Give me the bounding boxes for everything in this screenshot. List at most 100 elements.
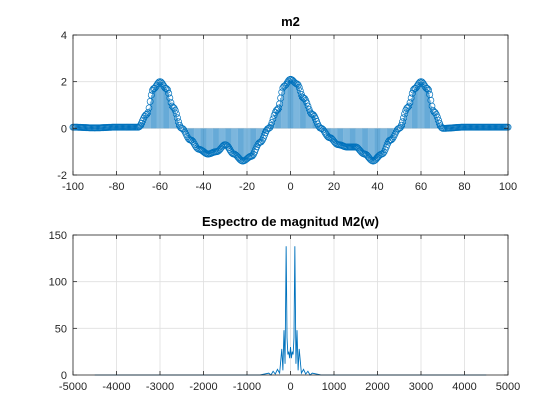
x-tick-label: -1000	[233, 381, 261, 393]
stem-marker	[268, 119, 276, 127]
stem-marker	[158, 79, 166, 87]
stem-marker	[413, 83, 421, 91]
stem-marker	[247, 152, 255, 160]
stem-marker	[296, 87, 304, 95]
stem-marker	[430, 108, 438, 116]
stem-marker	[272, 106, 280, 114]
stem-marker	[146, 98, 154, 105]
stem-marker	[147, 91, 155, 99]
stem-marker	[309, 111, 317, 119]
stem-markers	[69, 75, 512, 165]
stem-marker	[318, 125, 326, 133]
x-tick-label: 60	[415, 181, 427, 193]
x-tick-label: 40	[371, 181, 383, 193]
stem-marker	[257, 138, 265, 146]
stem-marker	[190, 139, 198, 147]
grid-lines	[72, 234, 509, 376]
y-tick-label: 2	[61, 77, 67, 89]
x-tick-label: -40	[196, 181, 212, 193]
x-tick-label: -80	[109, 181, 125, 193]
x-tick-label: 0	[287, 181, 293, 193]
stem-marker	[284, 77, 292, 85]
x-tick-label: -3000	[146, 381, 174, 393]
stem-marker	[163, 85, 170, 93]
stem-marker	[400, 114, 408, 122]
y-tick-label: 150	[49, 230, 67, 242]
x-tick-label: -2000	[189, 381, 217, 393]
y-tick-labels: 0 50 100 150	[49, 230, 67, 382]
x-tick-label: 3000	[409, 381, 433, 393]
stem-marker	[165, 89, 173, 97]
stem-marker	[164, 86, 172, 94]
stem-marker	[173, 114, 181, 122]
x-tick-label: 80	[458, 181, 470, 193]
stem-marker	[303, 99, 311, 107]
stem-marker	[275, 104, 282, 112]
stem-marker	[180, 126, 188, 134]
stem-marker	[269, 115, 277, 123]
stem-marker	[244, 154, 252, 162]
stem-marker	[168, 102, 176, 110]
stem-marker	[408, 89, 416, 97]
stem-marker	[403, 104, 411, 112]
stem-marker	[145, 104, 153, 112]
stem-marker	[405, 102, 413, 110]
stem-marker	[248, 152, 256, 160]
x-tick-label: 20	[328, 181, 340, 193]
y-tick-label: 100	[49, 277, 67, 289]
stem-marker	[308, 110, 316, 118]
stem-marker	[142, 111, 150, 119]
stem-marker	[222, 141, 230, 149]
stem-marker	[424, 85, 431, 93]
stem-marker	[256, 138, 264, 146]
stem-marker	[399, 118, 406, 126]
stem-marker	[397, 121, 405, 129]
subplot-spectrum: -5000 -4000 -3000 -2000 -1000 0 1000 2000 3000 40…	[49, 214, 521, 393]
y-tick-labels: -2 0 2 4	[57, 30, 67, 182]
stem-marker	[135, 123, 143, 131]
x-tick-label: 0	[287, 381, 293, 393]
stem-marker	[293, 80, 301, 88]
x-tick-label: -20	[239, 181, 255, 193]
stem-marker	[228, 149, 236, 157]
stem-marker	[144, 109, 152, 117]
y-tick-label: 0	[61, 370, 67, 382]
stem-marker	[267, 122, 275, 130]
tick-marks	[72, 34, 509, 176]
stem-marker	[324, 132, 331, 140]
y-tick-label: 4	[61, 30, 67, 42]
stem-marker	[274, 106, 281, 114]
stem-marker	[225, 144, 232, 151]
stem-marker	[295, 84, 303, 91]
x-tick-label: -60	[152, 181, 168, 193]
x-tick-label: 2000	[365, 381, 389, 393]
stem-marker	[378, 150, 386, 158]
x-tick-labels: -100 -80 -60 -40 -20 0 20 40 60 80 100	[62, 181, 517, 193]
stem-marker	[301, 95, 309, 103]
stem-marker	[166, 94, 174, 102]
stem-marker	[282, 81, 290, 89]
stem-marker	[152, 83, 160, 91]
stem-marker	[136, 121, 144, 129]
stem-marker	[300, 94, 307, 102]
y-tick-label: 50	[55, 323, 67, 335]
chart-title: Espectro de magnitud M2(w)	[202, 214, 379, 229]
stem-marker	[404, 103, 412, 111]
x-tick-label: 100	[499, 181, 517, 193]
y-tick-label: 0	[61, 123, 67, 135]
x-tick-label: 1000	[322, 381, 346, 393]
stem-marker	[167, 99, 175, 107]
tick-marks	[72, 234, 509, 376]
y-tick-label: -2	[57, 170, 67, 182]
x-tick-label: 5000	[496, 381, 520, 393]
stem-marker	[389, 134, 397, 142]
stem-marker	[201, 149, 209, 157]
stem-marker	[431, 109, 439, 117]
stem-marker	[171, 106, 179, 114]
x-tick-label: -100	[62, 181, 84, 193]
stem-marker	[407, 94, 415, 102]
x-tick-label: -5000	[59, 381, 87, 393]
